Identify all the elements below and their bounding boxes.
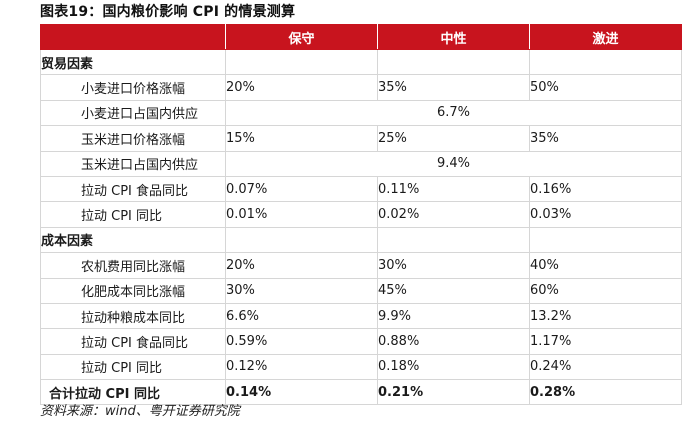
value-aggressive: 60% bbox=[529, 277, 682, 304]
row-label: 玉米进口价格涨幅 bbox=[40, 125, 226, 152]
empty-cell bbox=[529, 48, 682, 76]
section-label-trade: 贸易因素 bbox=[40, 48, 226, 76]
figure-title: 图表19：国内粮价影响 CPI 的情景测算 bbox=[40, 4, 296, 20]
total-conservative: 0.14% bbox=[225, 379, 378, 406]
table-row: 化肥成本同比涨幅 30% 45% 60% bbox=[40, 277, 682, 304]
table-row: 拉动 CPI 同比 0.01% 0.02% 0.03% bbox=[40, 201, 682, 228]
row-label: 拉动 CPI 同比 bbox=[40, 201, 226, 228]
header-cell-conservative: 保守 bbox=[225, 24, 378, 50]
row-label: 农机费用同比涨幅 bbox=[40, 252, 226, 279]
value-neutral: 0.88% bbox=[377, 328, 530, 355]
table-row: 玉米进口价格涨幅 15% 25% 35% bbox=[40, 125, 682, 152]
row-label: 拉动种粮成本同比 bbox=[40, 302, 226, 330]
value-neutral: 0.18% bbox=[377, 353, 530, 381]
table-row: 拉动种粮成本同比 6.6% 9.9% 13.2% bbox=[40, 302, 682, 330]
row-label: 玉米进口占国内供应 bbox=[40, 150, 226, 177]
value-aggressive: 40% bbox=[529, 252, 682, 279]
value-conservative: 20% bbox=[225, 74, 378, 101]
value-conservative: 0.12% bbox=[225, 353, 378, 381]
value-neutral: 0.11% bbox=[377, 175, 530, 203]
value-neutral: 30% bbox=[377, 252, 530, 279]
value-neutral: 0.02% bbox=[377, 201, 530, 228]
row-label: 拉动 CPI 食品同比 bbox=[40, 328, 226, 355]
total-label: 合计拉动 CPI 同比 bbox=[40, 379, 226, 406]
header-cell-neutral: 中性 bbox=[377, 24, 530, 50]
empty-cell bbox=[225, 226, 378, 254]
value-aggressive: 1.17% bbox=[529, 328, 682, 355]
value-merged: 9.4% bbox=[225, 150, 682, 177]
source-note: 资料来源：wind、粤开证券研究院 bbox=[40, 404, 240, 419]
empty-cell bbox=[377, 226, 530, 254]
empty-cell bbox=[377, 48, 530, 76]
value-conservative: 20% bbox=[225, 252, 378, 279]
table-row: 玉米进口占国内供应 9.4% bbox=[40, 150, 682, 177]
total-neutral: 0.21% bbox=[377, 379, 530, 406]
table-row: 拉动 CPI 食品同比 0.59% 0.88% 1.17% bbox=[40, 328, 682, 355]
value-conservative: 30% bbox=[225, 277, 378, 304]
table-row: 小麦进口占国内供应 6.7% bbox=[40, 99, 682, 127]
empty-cell bbox=[225, 48, 378, 76]
row-label: 小麦进口价格涨幅 bbox=[40, 74, 226, 101]
section-row: 成本因素 bbox=[40, 226, 682, 254]
value-conservative: 6.6% bbox=[225, 302, 378, 330]
total-row: 合计拉动 CPI 同比 0.14% 0.21% 0.28% bbox=[40, 379, 682, 406]
row-label: 拉动 CPI 食品同比 bbox=[40, 175, 226, 203]
row-label: 化肥成本同比涨幅 bbox=[40, 277, 226, 304]
table-header-row: 保守 中性 激进 bbox=[40, 24, 682, 50]
total-aggressive: 0.28% bbox=[529, 379, 682, 406]
row-label: 拉动 CPI 同比 bbox=[40, 353, 226, 381]
value-conservative: 0.07% bbox=[225, 175, 378, 203]
value-aggressive: 35% bbox=[529, 125, 682, 152]
empty-cell bbox=[529, 226, 682, 254]
value-neutral: 9.9% bbox=[377, 302, 530, 330]
row-label: 小麦进口占国内供应 bbox=[40, 99, 226, 127]
value-neutral: 45% bbox=[377, 277, 530, 304]
value-aggressive: 13.2% bbox=[529, 302, 682, 330]
table-row: 拉动 CPI 同比 0.12% 0.18% 0.24% bbox=[40, 353, 682, 381]
table-row: 拉动 CPI 食品同比 0.07% 0.11% 0.16% bbox=[40, 175, 682, 203]
value-aggressive: 0.16% bbox=[529, 175, 682, 203]
value-aggressive: 0.03% bbox=[529, 201, 682, 228]
value-aggressive: 50% bbox=[529, 74, 682, 101]
value-neutral: 25% bbox=[377, 125, 530, 152]
value-merged: 6.7% bbox=[225, 99, 682, 127]
value-conservative: 0.59% bbox=[225, 328, 378, 355]
value-conservative: 15% bbox=[225, 125, 378, 152]
value-neutral: 35% bbox=[377, 74, 530, 101]
header-cell-aggressive: 激进 bbox=[529, 24, 682, 50]
value-aggressive: 0.24% bbox=[529, 353, 682, 381]
header-cell-blank bbox=[40, 24, 226, 50]
table-row: 农机费用同比涨幅 20% 30% 40% bbox=[40, 252, 682, 279]
scenario-table: 保守 中性 激进 贸易因素 小麦进口价格涨幅 20% 35% 50% 小麦进口占… bbox=[40, 24, 682, 406]
table-row: 小麦进口价格涨幅 20% 35% 50% bbox=[40, 74, 682, 101]
section-label-cost: 成本因素 bbox=[40, 226, 226, 254]
section-row: 贸易因素 bbox=[40, 48, 682, 76]
value-conservative: 0.01% bbox=[225, 201, 378, 228]
